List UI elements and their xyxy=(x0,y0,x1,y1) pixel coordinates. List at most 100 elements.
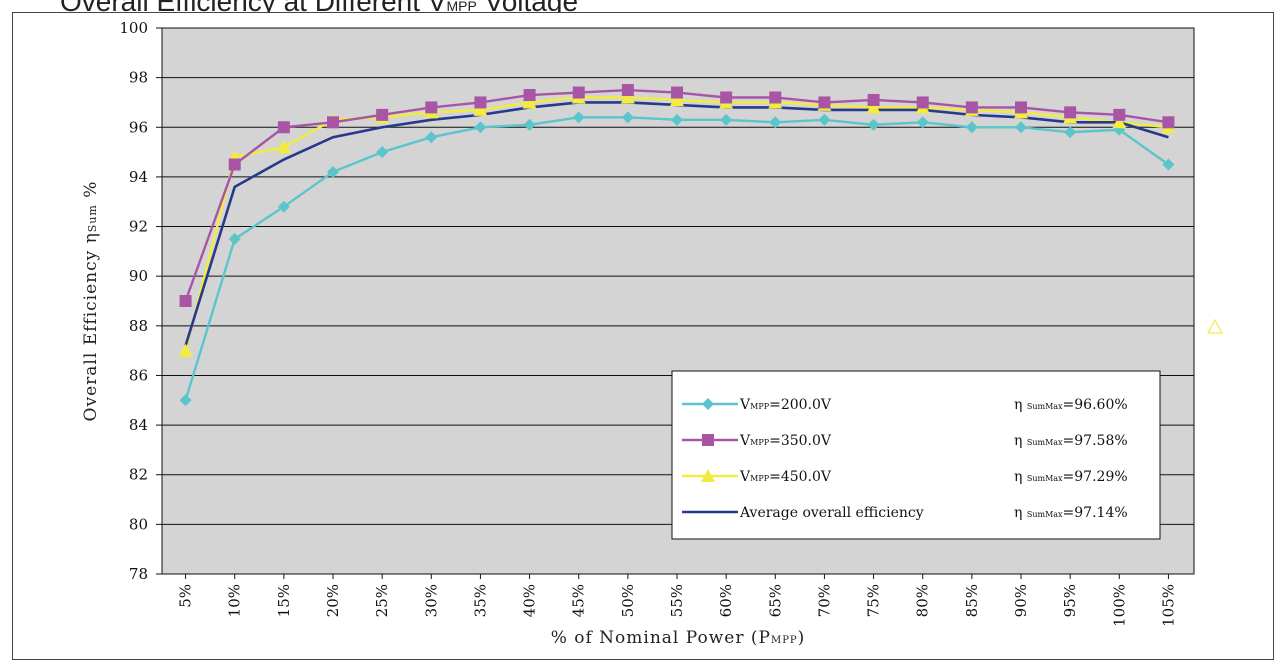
x-tick-label: 65% xyxy=(766,584,784,617)
marker-square xyxy=(1064,106,1077,119)
marker-diamond xyxy=(671,113,683,126)
marker-square xyxy=(769,91,782,104)
legend-box xyxy=(671,370,1161,540)
marker-square xyxy=(702,434,714,446)
y-tick-label: 80 xyxy=(129,515,148,533)
x-tick-label: 30% xyxy=(422,584,440,617)
marker-triangle xyxy=(473,102,488,116)
marker-square xyxy=(965,101,978,114)
y-tick-label: 94 xyxy=(129,168,148,186)
marker-square xyxy=(1015,101,1027,114)
x-tick-label: 15% xyxy=(275,584,293,617)
marker-diamond xyxy=(916,116,929,129)
marker-square xyxy=(621,84,634,97)
stray-triangle-marker xyxy=(1206,318,1224,334)
y-axis-title: Overall Efficiency ηSum % xyxy=(81,181,101,422)
legend-stat: η SumMax=97.14% xyxy=(1014,505,1128,521)
marker-diamond xyxy=(572,111,585,124)
marker-diamond xyxy=(523,118,536,131)
marker-triangle xyxy=(522,95,537,109)
marker-diamond xyxy=(376,146,389,159)
marker-diamond xyxy=(867,118,880,131)
marker-square xyxy=(277,121,290,134)
legend-label: Average overall efficiency xyxy=(739,505,924,521)
y-tick-label: 86 xyxy=(129,366,148,384)
marker-square xyxy=(867,93,880,106)
y-tick-labels: 78 80 82 84 86 88 90 92 94 96 98 100 xyxy=(119,19,148,583)
marker-square xyxy=(1113,108,1126,121)
marker-square xyxy=(916,96,929,109)
marker-diamond xyxy=(474,121,487,134)
marker-square xyxy=(572,86,585,99)
marker-diamond xyxy=(228,232,241,245)
marker-square xyxy=(179,295,192,307)
y-tick-label: 96 xyxy=(129,118,148,136)
x-tick-label: 10% xyxy=(226,584,244,617)
marker-square xyxy=(720,91,733,104)
marker-diamond xyxy=(327,165,339,178)
y-tick-label: 84 xyxy=(129,416,148,434)
marker-triangle xyxy=(701,469,715,482)
marker-triangle xyxy=(670,92,684,106)
stray-marker-group xyxy=(1206,318,1224,334)
legend-label: VMPP=450.0V xyxy=(739,469,832,485)
x-tick-label: 55% xyxy=(668,584,686,617)
marker-diamond xyxy=(1015,121,1027,134)
x-tick-label: 95% xyxy=(1061,584,1079,617)
marker-diamond xyxy=(818,113,831,126)
x-tick-label: 105% xyxy=(1159,584,1177,627)
marker-diamond xyxy=(621,111,634,124)
marker-diamond xyxy=(277,200,290,213)
marker-square xyxy=(1162,116,1175,129)
marker-diamond xyxy=(425,131,438,144)
y-tick-label: 88 xyxy=(129,317,148,335)
legend-stat: η SumMax=97.29% xyxy=(1014,469,1128,485)
marker-square xyxy=(327,116,339,129)
x-tick-label: 35% xyxy=(471,584,489,617)
y-tick-label: 90 xyxy=(129,267,148,285)
x-tick-label: 50% xyxy=(619,584,637,617)
x-tick-label: 40% xyxy=(521,584,539,617)
marker-square xyxy=(671,86,683,99)
legend-label: VMPP=200.0V xyxy=(739,397,832,413)
y-tick-label: 100 xyxy=(119,19,148,37)
x-tick-label: 5% xyxy=(177,584,195,608)
x-tick-labels: 5% 10% 15% 20% 25% 30% 35% 40% 45% 50% 55% 60% 65% 70… xyxy=(177,584,1178,627)
y-tick-label: 82 xyxy=(129,466,148,484)
marker-triangle xyxy=(276,140,291,154)
marker-triangle xyxy=(178,343,193,357)
marker-diamond xyxy=(965,121,978,134)
legend: VMPP=200.0V η SumMax=96.60% VMPP=350.0V η S… xyxy=(671,370,1161,540)
marker-triangle xyxy=(620,90,635,104)
x-tick-label: 80% xyxy=(914,584,932,617)
x-tick-label: 25% xyxy=(373,584,391,617)
x-axis-title: % of Nominal Power (PMPP) xyxy=(551,628,806,648)
legend-label: VMPP=350.0V xyxy=(739,433,832,449)
y-tick-label: 92 xyxy=(129,218,148,236)
marker-diamond xyxy=(1162,158,1175,171)
x-tick-label: 60% xyxy=(717,584,735,617)
marker-diamond xyxy=(179,394,192,407)
marker-diamond xyxy=(702,398,714,410)
marker-square xyxy=(474,96,487,109)
marker-square xyxy=(523,89,536,102)
marker-triangle xyxy=(866,100,881,114)
marker-triangle xyxy=(1112,115,1127,129)
x-tick-label: 75% xyxy=(865,584,883,617)
x-tick-label: 20% xyxy=(324,584,342,617)
legend-stat: η SumMax=96.60% xyxy=(1014,397,1128,413)
x-tick-label: 90% xyxy=(1012,584,1030,617)
marker-diamond xyxy=(1064,126,1077,139)
y-tick-label: 78 xyxy=(129,565,148,583)
marker-diamond xyxy=(769,116,782,129)
x-tick-label: 100% xyxy=(1110,584,1128,627)
x-tick-label: 45% xyxy=(570,584,588,617)
x-tick-label: 70% xyxy=(815,584,833,617)
series-markers xyxy=(178,84,1176,407)
marker-square xyxy=(228,158,241,171)
y-tick-label: 98 xyxy=(129,69,148,87)
marker-square xyxy=(425,101,438,114)
marker-square xyxy=(376,108,389,121)
legend-stat: η SumMax=97.58% xyxy=(1014,433,1128,449)
